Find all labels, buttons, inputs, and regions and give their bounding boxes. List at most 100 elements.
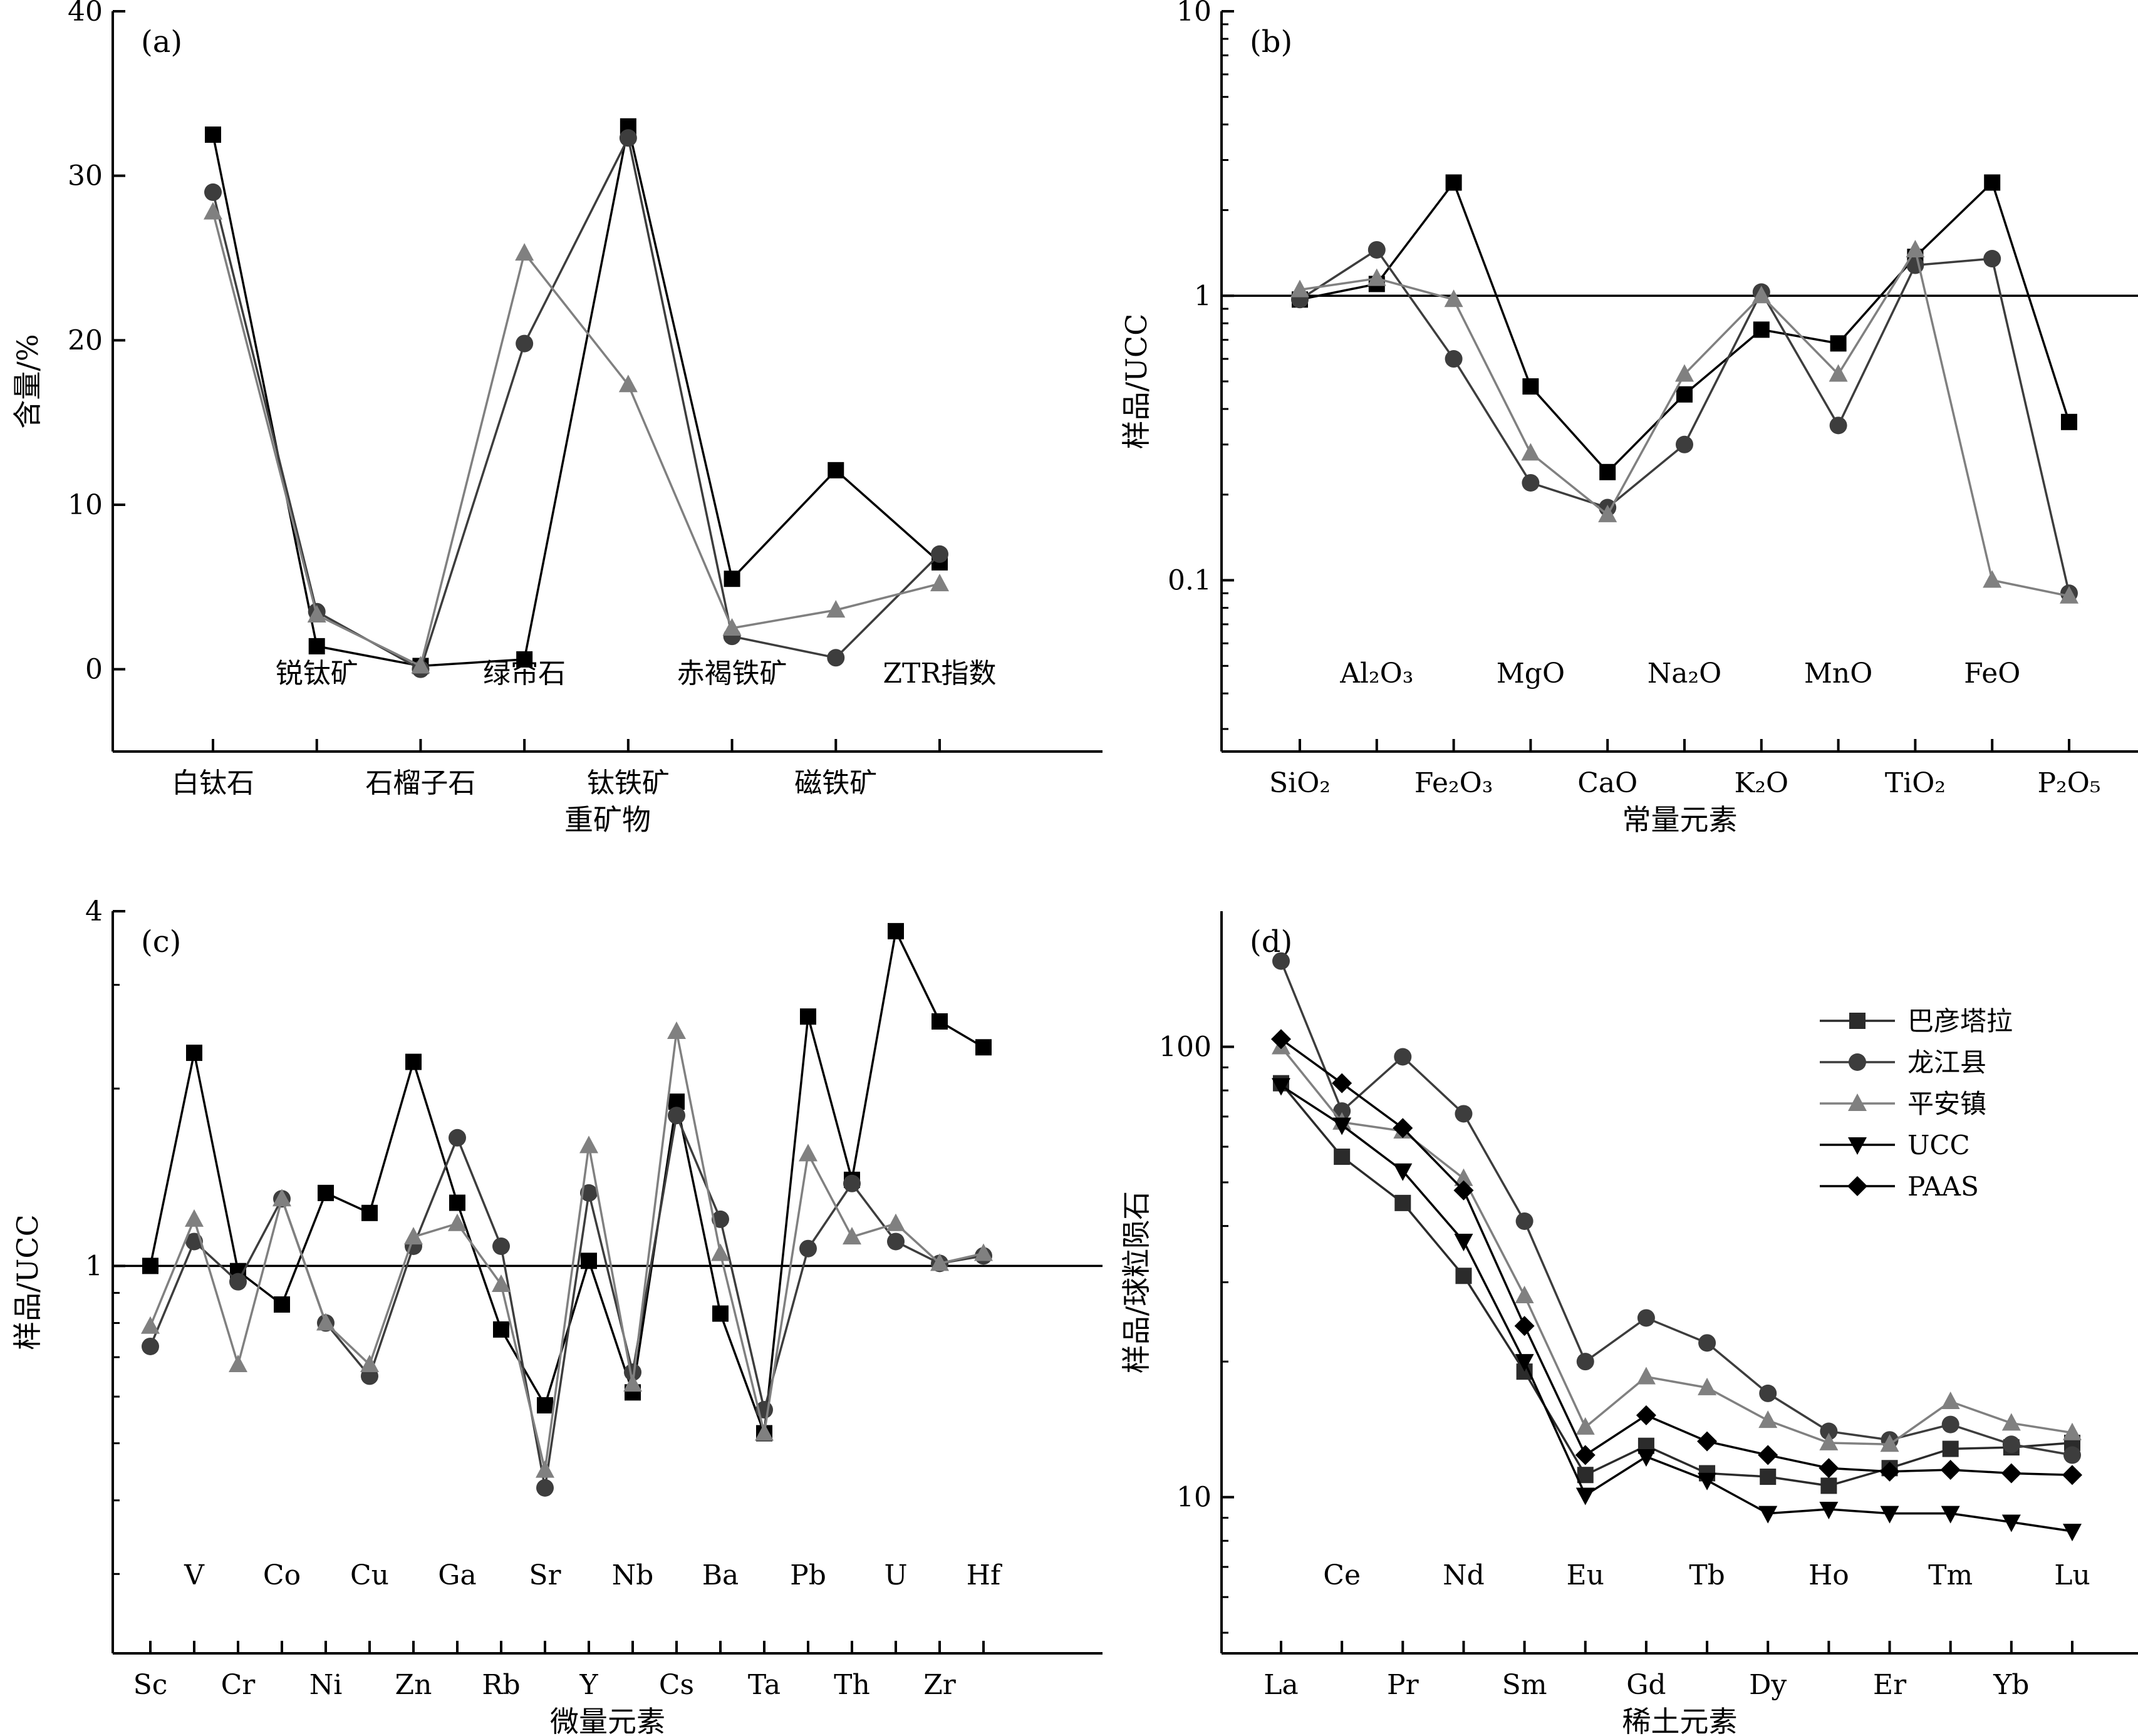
data-point xyxy=(405,1053,422,1070)
data-point xyxy=(711,1243,730,1261)
data-point xyxy=(2060,586,2078,604)
panel-a: 010203040白钛石锐钛矿石榴子石绿帘石钛铁矿赤褐铁矿磁铁矿ZTR指数重矿物… xyxy=(11,0,1103,837)
data-point xyxy=(537,1397,553,1413)
x-tick-label: K₂O xyxy=(1735,767,1789,799)
data-point xyxy=(1521,443,1540,461)
data-point xyxy=(1393,1118,1413,1139)
x-tick-label: Cs xyxy=(659,1669,694,1701)
data-point xyxy=(1636,1367,1656,1385)
x-tick-label: MgO xyxy=(1497,658,1565,690)
x-tick-label: Rb xyxy=(482,1669,520,1701)
data-point xyxy=(307,604,326,623)
data-point xyxy=(1637,1309,1655,1327)
x-tick-label: Th xyxy=(834,1669,870,1701)
data-point xyxy=(449,1129,466,1147)
data-point xyxy=(1829,364,1848,382)
data-point xyxy=(1455,1105,1473,1123)
x-tick-label: Tb xyxy=(1689,1559,1725,1591)
data-point xyxy=(492,1237,510,1255)
data-point xyxy=(931,1013,948,1030)
data-point xyxy=(2063,1524,2082,1542)
x-tick-label: U xyxy=(884,1559,907,1591)
data-point xyxy=(930,1253,949,1271)
x-axis-title: 微量元素 xyxy=(550,1705,665,1736)
data-point xyxy=(1367,240,1386,259)
x-tick-label: Zn xyxy=(395,1669,432,1701)
data-point xyxy=(185,1209,204,1227)
data-point xyxy=(2001,1413,2021,1431)
data-point xyxy=(204,183,222,201)
x-tick-label: Y xyxy=(579,1669,598,1701)
x-tick-label: P₂O₅ xyxy=(2038,767,2101,799)
data-point xyxy=(799,1239,817,1258)
data-point xyxy=(1445,174,1462,191)
data-point xyxy=(888,922,904,939)
data-point xyxy=(142,1258,158,1274)
series-line-1 xyxy=(1299,248,2070,594)
data-point xyxy=(1759,1384,1777,1402)
data-point xyxy=(272,1189,291,1207)
data-point xyxy=(828,462,844,478)
data-point xyxy=(1393,1163,1413,1181)
x-tick-label: Ba xyxy=(702,1559,739,1591)
data-point xyxy=(799,1144,817,1162)
x-tick-label: CaO xyxy=(1577,767,1637,799)
data-point xyxy=(623,1374,642,1392)
x-tick-label: Co xyxy=(263,1559,301,1591)
x-tick-label: Nd xyxy=(1443,1559,1485,1591)
data-point xyxy=(1522,473,1540,492)
x-axis-title: 常量元素 xyxy=(1622,803,1738,837)
series-line-4 xyxy=(1280,1038,2073,1476)
data-point xyxy=(204,202,222,220)
data-point xyxy=(536,1460,554,1478)
data-point xyxy=(1675,364,1694,382)
data-point xyxy=(1819,1458,1839,1479)
x-tick-label: SiO₂ xyxy=(1269,767,1331,799)
legend-label: PAAS xyxy=(1907,1171,1979,1202)
data-point xyxy=(1575,1417,1595,1435)
x-tick-label: MnO xyxy=(1804,658,1872,690)
x-tick-label: 磁铁矿 xyxy=(794,767,877,799)
series-line-1 xyxy=(212,134,941,671)
y-tick-label: 100 xyxy=(1159,1031,1212,1063)
x-tick-label: Zr xyxy=(923,1669,957,1701)
data-point xyxy=(1879,1461,1900,1482)
data-point xyxy=(1271,1029,1291,1050)
data-point xyxy=(492,1274,511,1293)
data-point xyxy=(2001,1463,2021,1484)
data-point xyxy=(411,656,430,674)
data-point xyxy=(316,1313,335,1331)
x-tick-label: 石榴子石 xyxy=(365,767,475,799)
data-point xyxy=(1984,174,2001,191)
data-point xyxy=(1880,1506,1899,1524)
legend-label: UCC xyxy=(1907,1130,1970,1160)
data-point xyxy=(843,1227,861,1245)
data-point xyxy=(1940,1459,1961,1480)
x-axis-title: 重矿物 xyxy=(564,803,651,837)
data-point xyxy=(975,1039,992,1056)
x-tick-label: Cu xyxy=(350,1559,389,1591)
x-tick-label: FeO xyxy=(1964,658,2020,690)
data-point xyxy=(516,651,533,668)
x-tick-label: Hf xyxy=(967,1559,1002,1591)
data-point xyxy=(668,1107,685,1125)
y-axis-title: 含量/% xyxy=(11,334,44,428)
x-tick-label: Ho xyxy=(1808,1559,1849,1591)
x-tick-label: Dy xyxy=(1749,1669,1787,1701)
panel-d: 10 100 La Ce Pr Nd Sm Eu Gd Tb Dy Ho Er Tm Yb Lu 稀土元素 样品/… xyxy=(1119,911,2138,1736)
x-tick-label: Fe₂O₃ xyxy=(1414,767,1493,799)
x-tick-label: Yb xyxy=(1993,1669,2029,1701)
x-tick-label: Sc xyxy=(133,1669,168,1701)
x-tick-label: Cr xyxy=(221,1669,256,1701)
series-line-0 xyxy=(212,126,941,668)
data-point xyxy=(1290,279,1309,297)
y-tick-label: 1 xyxy=(85,1250,103,1282)
x-tick-label: 锐钛矿 xyxy=(276,658,358,690)
data-point xyxy=(536,1479,554,1497)
data-point xyxy=(1830,335,1847,352)
data-point xyxy=(1698,1472,1717,1491)
data-point xyxy=(1575,1445,1596,1465)
data-point xyxy=(1880,1434,1899,1452)
data-point xyxy=(318,1184,334,1201)
